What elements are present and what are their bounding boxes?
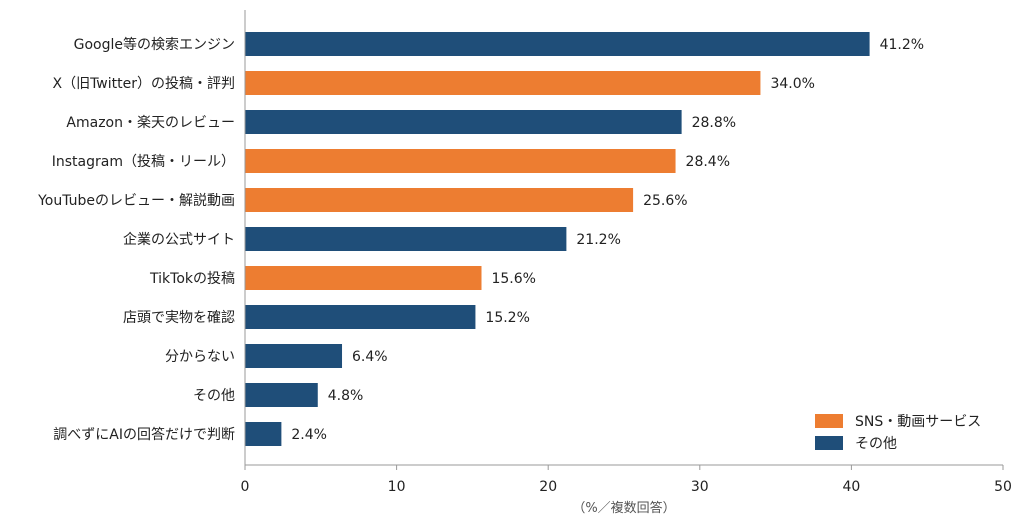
legend-label-other: その他	[855, 436, 897, 452]
category-label-0: Google等の検索エンジン	[74, 36, 235, 53]
category-label-5: 企業の公式サイト	[123, 231, 235, 248]
bar-10	[245, 422, 282, 446]
category-label-3: Instagram（投稿・リール）	[52, 154, 235, 170]
bar-0	[245, 32, 870, 56]
bar-8	[245, 344, 343, 368]
bar-5	[245, 227, 567, 251]
bar-1	[245, 71, 761, 95]
value-label-1: 34.0%	[770, 76, 814, 92]
category-label-8: 分からない	[165, 349, 235, 365]
bars-group	[245, 32, 870, 446]
bar-3	[245, 149, 676, 173]
category-label-6: TikTokの投稿	[149, 271, 235, 287]
value-label-7: 15.2%	[485, 310, 529, 326]
legend-swatch-other	[815, 436, 843, 450]
bar-9	[245, 383, 318, 407]
value-label-10: 2.4%	[291, 427, 327, 443]
x-axis-title: （%／複数回答）	[572, 500, 675, 516]
category-labels-group: Google等の検索エンジン X（旧Twitter）の投稿・評判 Amazon・楽天…	[37, 36, 235, 443]
value-label-2: 28.8%	[692, 115, 736, 131]
x-tick-label-5: 50	[994, 479, 1012, 495]
category-label-10: 調べずにAIの回答だけで判断	[53, 426, 235, 443]
category-label-1: X（旧Twitter）の投稿・評判	[52, 76, 235, 92]
value-label-4: 25.6%	[643, 193, 687, 209]
category-label-7: 店頭で実物を確認	[123, 310, 235, 326]
value-label-5: 21.2%	[576, 232, 620, 248]
x-tick-label-1: 10	[388, 479, 406, 495]
category-label-4: YouTubeのレビュー・解説動画	[37, 193, 235, 209]
category-label-2: Amazon・楽天のレビュー	[66, 115, 235, 131]
x-tick-label-0: 0	[241, 479, 250, 495]
legend-swatch-sns	[815, 414, 843, 428]
bar-2	[245, 110, 682, 134]
x-ticks-group: 0 10 20 30 40 50	[241, 465, 1012, 495]
bar-6	[245, 266, 482, 290]
value-label-0: 41.2%	[880, 37, 924, 53]
x-tick-label-3: 30	[691, 479, 709, 495]
value-label-9: 4.8%	[328, 388, 364, 404]
x-tick-label-2: 20	[539, 479, 557, 495]
bar-4	[245, 188, 634, 212]
value-label-6: 15.6%	[491, 271, 535, 287]
x-tick-label-4: 40	[842, 479, 860, 495]
bar-7	[245, 305, 476, 329]
value-label-8: 6.4%	[352, 349, 388, 365]
value-label-3: 28.4%	[686, 154, 730, 170]
value-labels-group: 41.2% 34.0% 28.8% 28.4% 25.6% 21.2% 15.6% 15.2%…	[291, 37, 924, 443]
legend-label-sns: SNS・動画サービス	[855, 414, 981, 430]
category-label-9: その他	[193, 388, 235, 404]
